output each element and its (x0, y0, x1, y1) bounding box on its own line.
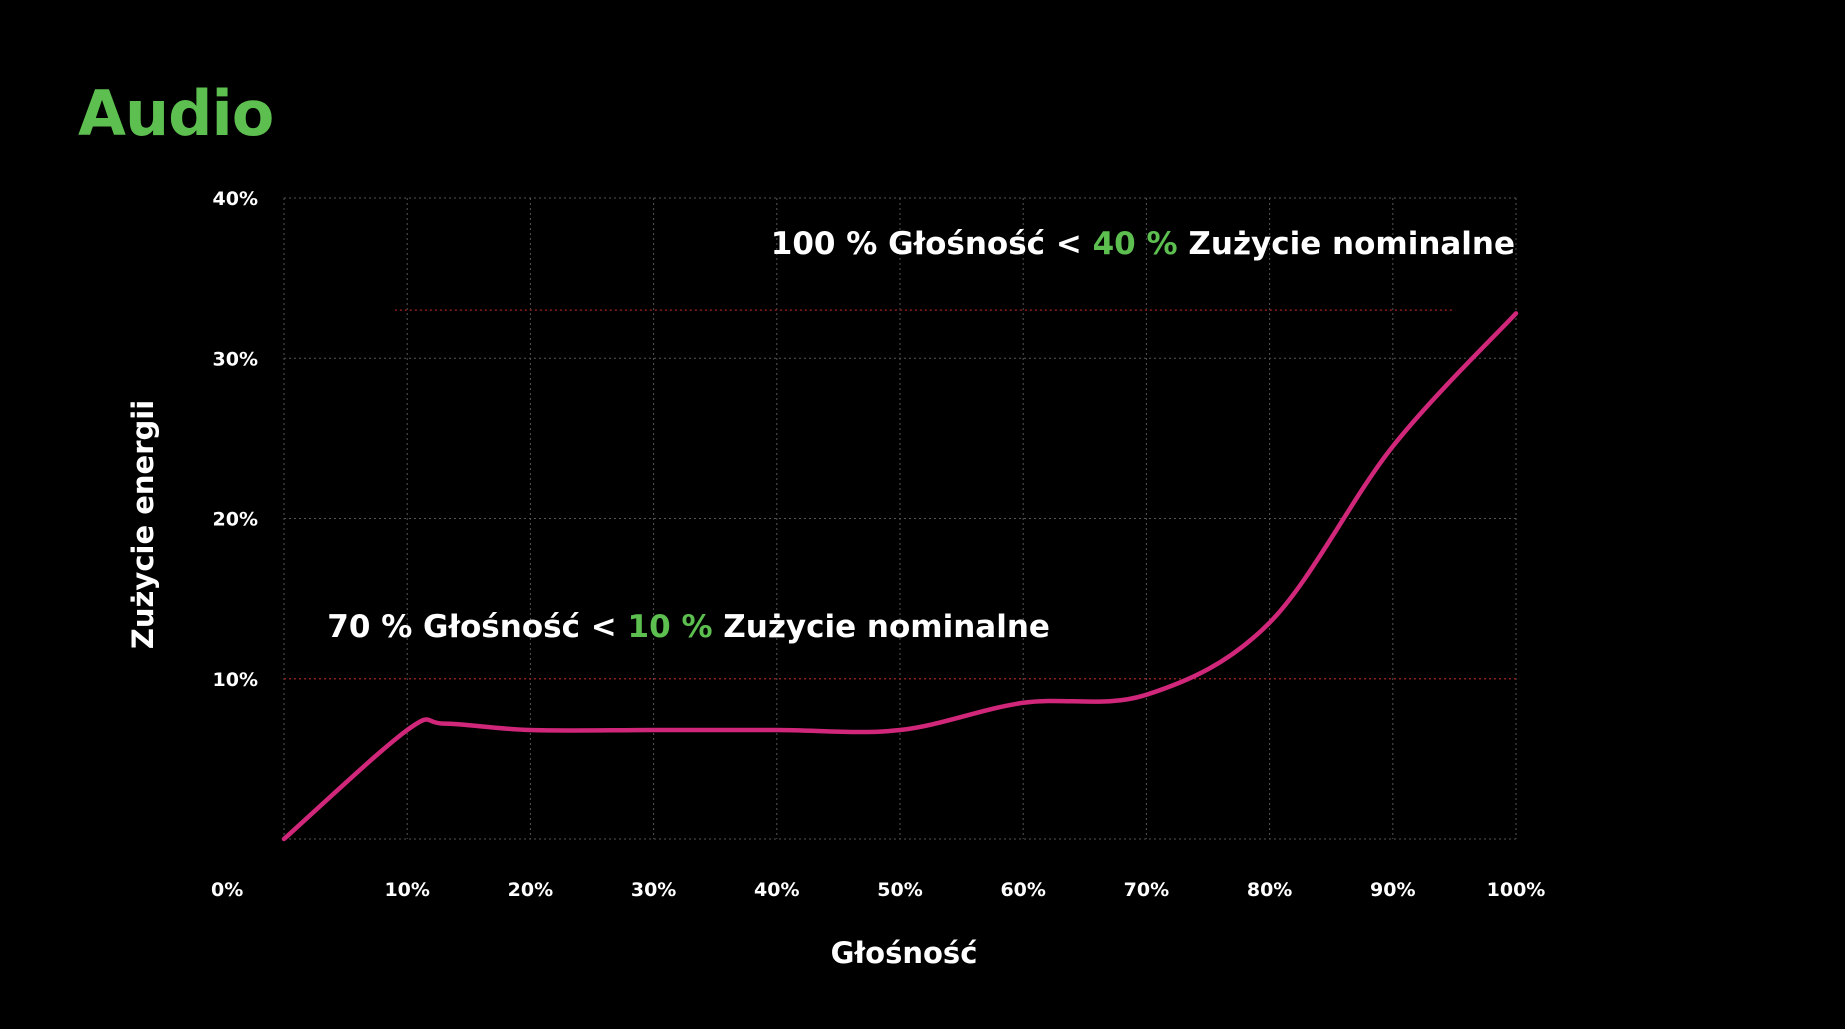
x-tick-label: 10% (384, 879, 429, 901)
annotation: 100 % Głośność < 40 % Zużycie nominalne (771, 226, 1515, 262)
x-tick-label: 40% (754, 879, 799, 901)
y-tick-label: 10% (213, 669, 258, 691)
annotation-part: 70 % Głośność (327, 609, 580, 645)
x-tick-label: 30% (631, 879, 676, 901)
y-tick-label: 20% (213, 509, 258, 531)
annotation-part: 100 % Głośność (771, 226, 1045, 262)
x-tick-label: 100% (1487, 879, 1546, 901)
x-tick-label: 70% (1124, 879, 1169, 901)
x-tick-label: 60% (1000, 879, 1045, 901)
annotation-part: 10 % (628, 609, 713, 645)
annotations: 100 % Głośność < 40 % Zużycie nominalne7… (327, 226, 1515, 645)
x-tick-label: 50% (877, 879, 922, 901)
x-tick-label: 90% (1370, 879, 1415, 901)
series-line (281, 311, 1519, 842)
y-tick-label: 30% (213, 348, 258, 370)
y-axis-title: Zużycie energii (126, 400, 160, 649)
annotation-part: < (580, 609, 628, 645)
reference-lines (284, 309, 1516, 680)
tick-labels: 0% 10% 20% 30% 40% 50% 60% 70% 80% 90% 100% 10% 20% 3… (211, 188, 1545, 901)
x-tick-label: 80% (1247, 879, 1292, 901)
annotation: 70 % Głośność < 10 % Zużycie nominalne (327, 609, 1050, 645)
grid (283, 197, 1517, 840)
y-tick-label: 40% (213, 188, 258, 210)
x-axis-title: Głośność (831, 936, 978, 970)
annotation-part: < (1045, 226, 1093, 262)
annotation-part: Zużycie nominalne (1178, 226, 1515, 262)
annotation-part: Zużycie nominalne (713, 609, 1050, 645)
x-tick-label: 20% (508, 879, 553, 901)
page-title: Audio (78, 77, 274, 150)
x-tick-label: 0% (211, 879, 243, 901)
line-series (281, 311, 1519, 842)
annotation-part: 40 % (1093, 226, 1178, 262)
